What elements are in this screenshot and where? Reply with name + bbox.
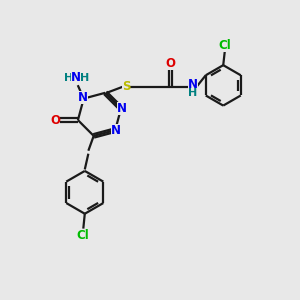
Text: S: S [122,80,130,93]
Text: N: N [117,102,127,115]
Text: Cl: Cl [218,39,231,52]
Text: N: N [111,124,121,137]
Text: H: H [80,73,89,83]
Text: N: N [78,92,88,104]
Text: N: N [71,71,81,84]
Text: O: O [166,57,176,70]
Text: H: H [188,88,197,98]
Text: N: N [188,78,198,91]
Text: H: H [64,73,73,83]
Text: O: O [50,114,60,127]
Text: Cl: Cl [76,229,89,242]
